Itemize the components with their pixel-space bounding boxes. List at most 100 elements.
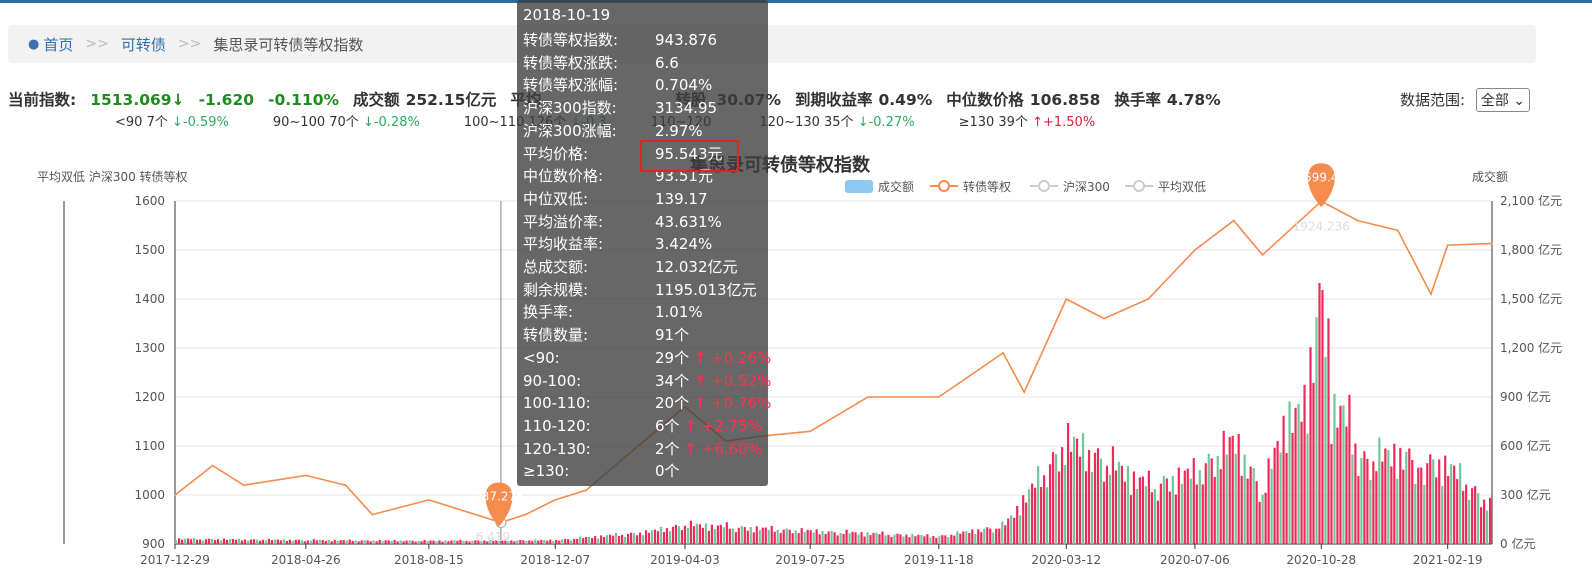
index-chart[interactable]: 900 1000 1100 1200 1300 1400 1500 1600 0 亿元 300 亿…: [0, 140, 1592, 585]
tooltip-key: <90:: [523, 348, 560, 367]
volume-value: 252.15亿元: [405, 91, 497, 109]
max-volume-label: 1924.236: [1293, 219, 1350, 233]
volume-bar: [1001, 521, 1004, 544]
y-tick-label: 900: [142, 537, 165, 551]
index-point: [938, 396, 940, 398]
tooltip-key: 沪深300涨幅:: [523, 121, 617, 140]
y-tick-label: 1300: [134, 341, 165, 355]
volume-bar: [276, 539, 279, 544]
volume-bar: [857, 534, 860, 544]
volume-bar: [459, 539, 462, 544]
volume-bar: [279, 540, 282, 544]
tooltip-value: 1195.013亿元: [655, 280, 757, 299]
tooltip-key: 沪深300指数:: [523, 99, 617, 118]
volume-bar: [914, 536, 917, 544]
volume-bar: [531, 540, 534, 544]
volume-bar: [758, 530, 761, 544]
volume-bar: [1057, 471, 1061, 544]
volume-bar: [1396, 478, 1399, 544]
volume-bar: [306, 540, 309, 544]
volume-bar: [342, 540, 345, 544]
volume-bar: [363, 540, 366, 544]
volume-bar: [495, 540, 498, 544]
volume-bar: [1201, 484, 1204, 544]
volume-bar: [770, 525, 773, 544]
tooltip-row: 总成交额: 12.032亿元: [523, 256, 738, 278]
volume-bar: [549, 539, 552, 544]
tooltip-value: 139.17: [655, 189, 708, 208]
y2-tick-label: 1,200 亿元: [1500, 340, 1562, 355]
volume-bar: [510, 540, 513, 544]
volume-bar: [1084, 471, 1088, 544]
volume-bar: [1105, 465, 1109, 544]
breadcrumb-section-link[interactable]: 可转债: [120, 35, 166, 54]
volume-bar: [513, 541, 516, 544]
volume-bar: [1141, 476, 1144, 544]
max-marker-label: 1599.41: [1296, 170, 1346, 184]
volume-bar: [1034, 487, 1037, 544]
distribution-item: <90 7个 ↓-0.59%: [115, 115, 229, 130]
volume-bar: [1004, 525, 1007, 544]
volume-bar: [1040, 486, 1043, 544]
volume-bar: [1402, 469, 1405, 544]
legend-marker: [938, 180, 950, 192]
volume-bar: [426, 540, 429, 544]
volume-bar: [1435, 477, 1438, 544]
volume-bar: [851, 531, 854, 544]
volume-bar: [1261, 494, 1264, 544]
volume-bar: [779, 533, 782, 544]
volume-bar: [1210, 458, 1213, 544]
volume-bar: [1363, 451, 1366, 544]
volume-bar: [761, 527, 764, 544]
index-point: [344, 484, 347, 487]
tooltip-change: ↑ +0.76%: [689, 394, 772, 413]
volume-bar: [573, 539, 576, 544]
volume-bar: [866, 532, 869, 544]
y-tick-label: 1100: [134, 439, 165, 453]
volume-bar: [719, 524, 722, 544]
volume-bar: [1216, 455, 1219, 544]
volume-bar: [597, 538, 600, 544]
volume-bar: [1291, 433, 1294, 544]
volume-bar: [429, 540, 432, 544]
ytm-label: 到期收益率: [794, 91, 873, 109]
volume-bar: [713, 529, 716, 544]
tooltip-value: 6个: [655, 416, 680, 435]
tooltip-row: 100-110: 20个 ↑ +0.76%: [523, 392, 771, 414]
volume-bar: [734, 532, 737, 544]
location-pin-icon: ●: [28, 36, 40, 52]
volume-bar: [1069, 451, 1073, 544]
index-point: [211, 464, 214, 467]
y2-tick-label: 900 亿元: [1500, 389, 1551, 404]
index-point: [585, 489, 588, 491]
chart-tooltip: 2018-10-19 转债等权指数: 943.876 转债等权涨跌: 6.6 转债等权涨幅…: [517, 0, 771, 486]
volume-bar: [405, 540, 408, 544]
data-range-select[interactable]: 全部 ⌄: [1475, 88, 1531, 112]
volume-bar: [782, 529, 785, 544]
ytm-value: 0.49%: [878, 91, 933, 109]
tooltip-key: 剩余规模:: [523, 280, 589, 299]
volume-bar: [1411, 459, 1414, 544]
volume-bar: [387, 540, 390, 544]
volume-bar: [1339, 405, 1342, 544]
volume-bar: [534, 539, 537, 544]
volume-bar: [324, 540, 327, 544]
volume-bar: [860, 532, 863, 544]
volume-bar: [983, 528, 986, 544]
volume-bar: [959, 533, 962, 544]
volume-bar: [225, 539, 229, 544]
breadcrumb-home-link[interactable]: 首页: [43, 35, 74, 54]
volume-bar: [1177, 467, 1180, 544]
volume-bar: [195, 539, 199, 544]
volume-bar: [1378, 437, 1381, 544]
turnover-value: 4.78%: [1166, 91, 1221, 109]
volume-bar: [1198, 470, 1201, 544]
y2-tick-label: 2,100 亿元: [1500, 193, 1562, 208]
volume-bar: [1471, 488, 1474, 544]
volume-bar: [740, 526, 743, 544]
volume-bar: [971, 529, 974, 544]
volume-bar: [1019, 515, 1022, 544]
volume-bar: [1285, 453, 1288, 544]
tooltip-value: 20个: [655, 394, 690, 413]
volume-bar: [1420, 467, 1423, 544]
